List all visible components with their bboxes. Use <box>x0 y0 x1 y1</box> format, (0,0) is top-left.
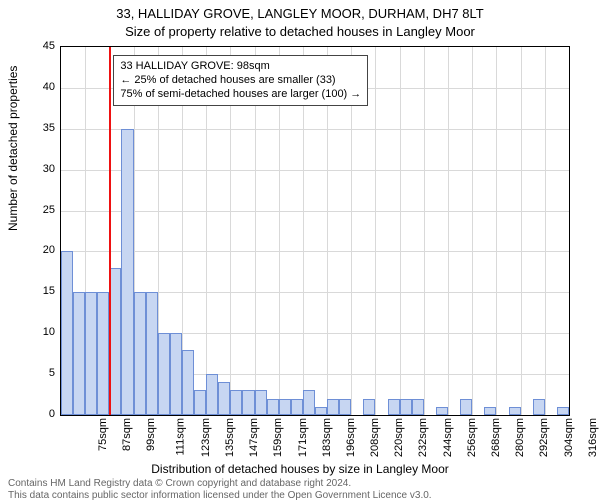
grid-v <box>496 47 497 415</box>
histogram-bar <box>255 390 267 415</box>
histogram-bar <box>97 292 109 415</box>
histogram-bar <box>303 390 315 415</box>
histogram-bar <box>73 292 85 415</box>
footer-line1: Contains HM Land Registry data © Crown c… <box>8 478 351 489</box>
histogram-bar <box>206 374 218 415</box>
chart-title-line2: Size of property relative to detached ho… <box>0 24 600 39</box>
x-tick: 244sqm <box>442 418 454 457</box>
grid-v <box>545 47 546 415</box>
histogram-bar <box>436 407 448 415</box>
histogram-bar <box>218 382 230 415</box>
y-tick: 5 <box>15 367 55 379</box>
histogram-bar <box>460 399 472 415</box>
histogram-bar <box>388 399 400 415</box>
annotation-box: 33 HALLIDAY GROVE: 98sqm← 25% of detache… <box>113 55 368 106</box>
x-tick: 316sqm <box>587 418 599 457</box>
histogram-bar <box>400 399 412 415</box>
grid-v <box>472 47 473 415</box>
histogram-bar <box>533 399 545 415</box>
x-tick: 147sqm <box>248 418 260 457</box>
property-marker-line <box>109 47 111 415</box>
histogram-bar <box>557 407 569 415</box>
x-tick: 123sqm <box>200 418 212 457</box>
x-tick: 268sqm <box>490 418 502 457</box>
annotation-line3: 75% of semi-detached houses are larger (… <box>120 88 361 102</box>
x-tick: 256sqm <box>466 418 478 457</box>
histogram-bar <box>327 399 339 415</box>
y-tick: 0 <box>15 408 55 420</box>
x-tick: 111sqm <box>174 418 186 456</box>
y-tick: 45 <box>15 40 55 52</box>
x-tick: 304sqm <box>563 418 575 457</box>
histogram-bar <box>61 251 73 415</box>
chart-title-line1: 33, HALLIDAY GROVE, LANGLEY MOOR, DURHAM… <box>0 6 600 21</box>
x-axis-label: Distribution of detached houses by size … <box>0 462 600 476</box>
x-tick: 220sqm <box>393 418 405 457</box>
histogram-bar <box>267 399 279 415</box>
x-tick: 280sqm <box>514 418 526 457</box>
x-tick: 292sqm <box>539 418 551 457</box>
y-tick: 35 <box>15 122 55 134</box>
y-tick: 25 <box>15 204 55 216</box>
histogram-bar <box>230 390 242 415</box>
histogram-bar <box>194 390 206 415</box>
grid-h <box>61 251 569 252</box>
histogram-bar <box>339 399 351 415</box>
histogram-bar <box>146 292 158 415</box>
x-tick: 87sqm <box>121 418 133 451</box>
histogram-bar <box>242 390 254 415</box>
footer-line2: This data contains public sector informa… <box>8 490 432 501</box>
chart-plot-area: 33 HALLIDAY GROVE: 98sqm← 25% of detache… <box>60 46 570 416</box>
histogram-bar <box>315 407 327 415</box>
y-tick: 40 <box>15 81 55 93</box>
grid-h <box>61 170 569 171</box>
annotation-line2: ← 25% of detached houses are smaller (33… <box>120 74 361 88</box>
histogram-bar <box>363 399 375 415</box>
grid-v <box>400 47 401 415</box>
histogram-bar <box>134 292 146 415</box>
histogram-bar <box>158 333 170 415</box>
x-tick: 232sqm <box>418 418 430 457</box>
histogram-bar <box>291 399 303 415</box>
grid-v <box>448 47 449 415</box>
y-tick: 10 <box>15 326 55 338</box>
grid-h <box>61 211 569 212</box>
y-tick: 30 <box>15 163 55 175</box>
grid-v <box>521 47 522 415</box>
y-tick: 15 <box>15 285 55 297</box>
grid-h <box>61 129 569 130</box>
x-tick: 75sqm <box>97 418 109 451</box>
histogram-bar <box>509 407 521 415</box>
histogram-bar <box>484 407 496 415</box>
annotation-line1: 33 HALLIDAY GROVE: 98sqm <box>120 60 361 74</box>
histogram-bar <box>121 129 133 415</box>
histogram-bar <box>170 333 182 415</box>
x-tick: 183sqm <box>321 418 333 457</box>
histogram-bar <box>412 399 424 415</box>
x-tick: 159sqm <box>272 418 284 457</box>
x-tick: 171sqm <box>297 418 309 457</box>
histogram-bar <box>182 350 194 415</box>
x-tick: 99sqm <box>145 418 157 451</box>
x-tick: 196sqm <box>345 418 357 457</box>
grid-v <box>375 47 376 415</box>
x-tick: 208sqm <box>369 418 381 457</box>
grid-v <box>424 47 425 415</box>
x-tick: 135sqm <box>224 418 236 457</box>
y-tick: 20 <box>15 244 55 256</box>
histogram-bar <box>85 292 97 415</box>
histogram-bar <box>279 399 291 415</box>
